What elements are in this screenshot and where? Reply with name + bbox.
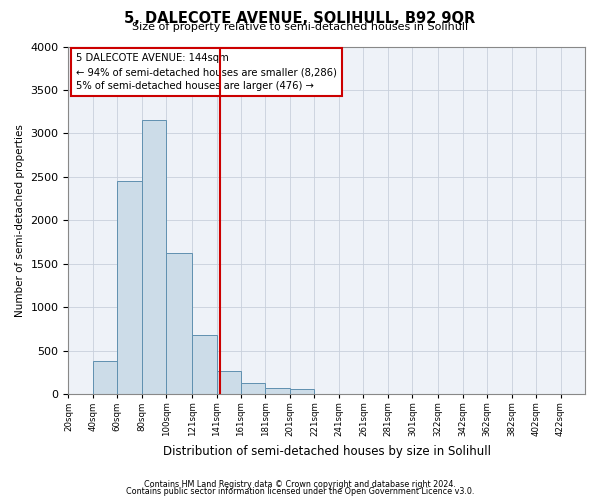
Bar: [290, 389, 314, 394]
Bar: [265, 388, 290, 394]
Text: Contains public sector information licensed under the Open Government Licence v3: Contains public sector information licen…: [126, 487, 474, 496]
Text: Size of property relative to semi-detached houses in Solihull: Size of property relative to semi-detach…: [132, 22, 468, 32]
Bar: [217, 371, 241, 394]
X-axis label: Distribution of semi-detached houses by size in Solihull: Distribution of semi-detached houses by …: [163, 444, 491, 458]
Bar: [241, 383, 265, 394]
Bar: [166, 254, 192, 394]
Y-axis label: Number of semi-detached properties: Number of semi-detached properties: [15, 124, 25, 317]
Bar: [192, 335, 217, 394]
Bar: [142, 120, 166, 394]
Text: Contains HM Land Registry data © Crown copyright and database right 2024.: Contains HM Land Registry data © Crown c…: [144, 480, 456, 489]
Bar: [118, 182, 142, 394]
Text: 5 DALECOTE AVENUE: 144sqm
← 94% of semi-detached houses are smaller (8,286)
5% o: 5 DALECOTE AVENUE: 144sqm ← 94% of semi-…: [76, 54, 337, 92]
Text: 5, DALECOTE AVENUE, SOLIHULL, B92 9QR: 5, DALECOTE AVENUE, SOLIHULL, B92 9QR: [124, 11, 476, 26]
Bar: [93, 362, 118, 394]
